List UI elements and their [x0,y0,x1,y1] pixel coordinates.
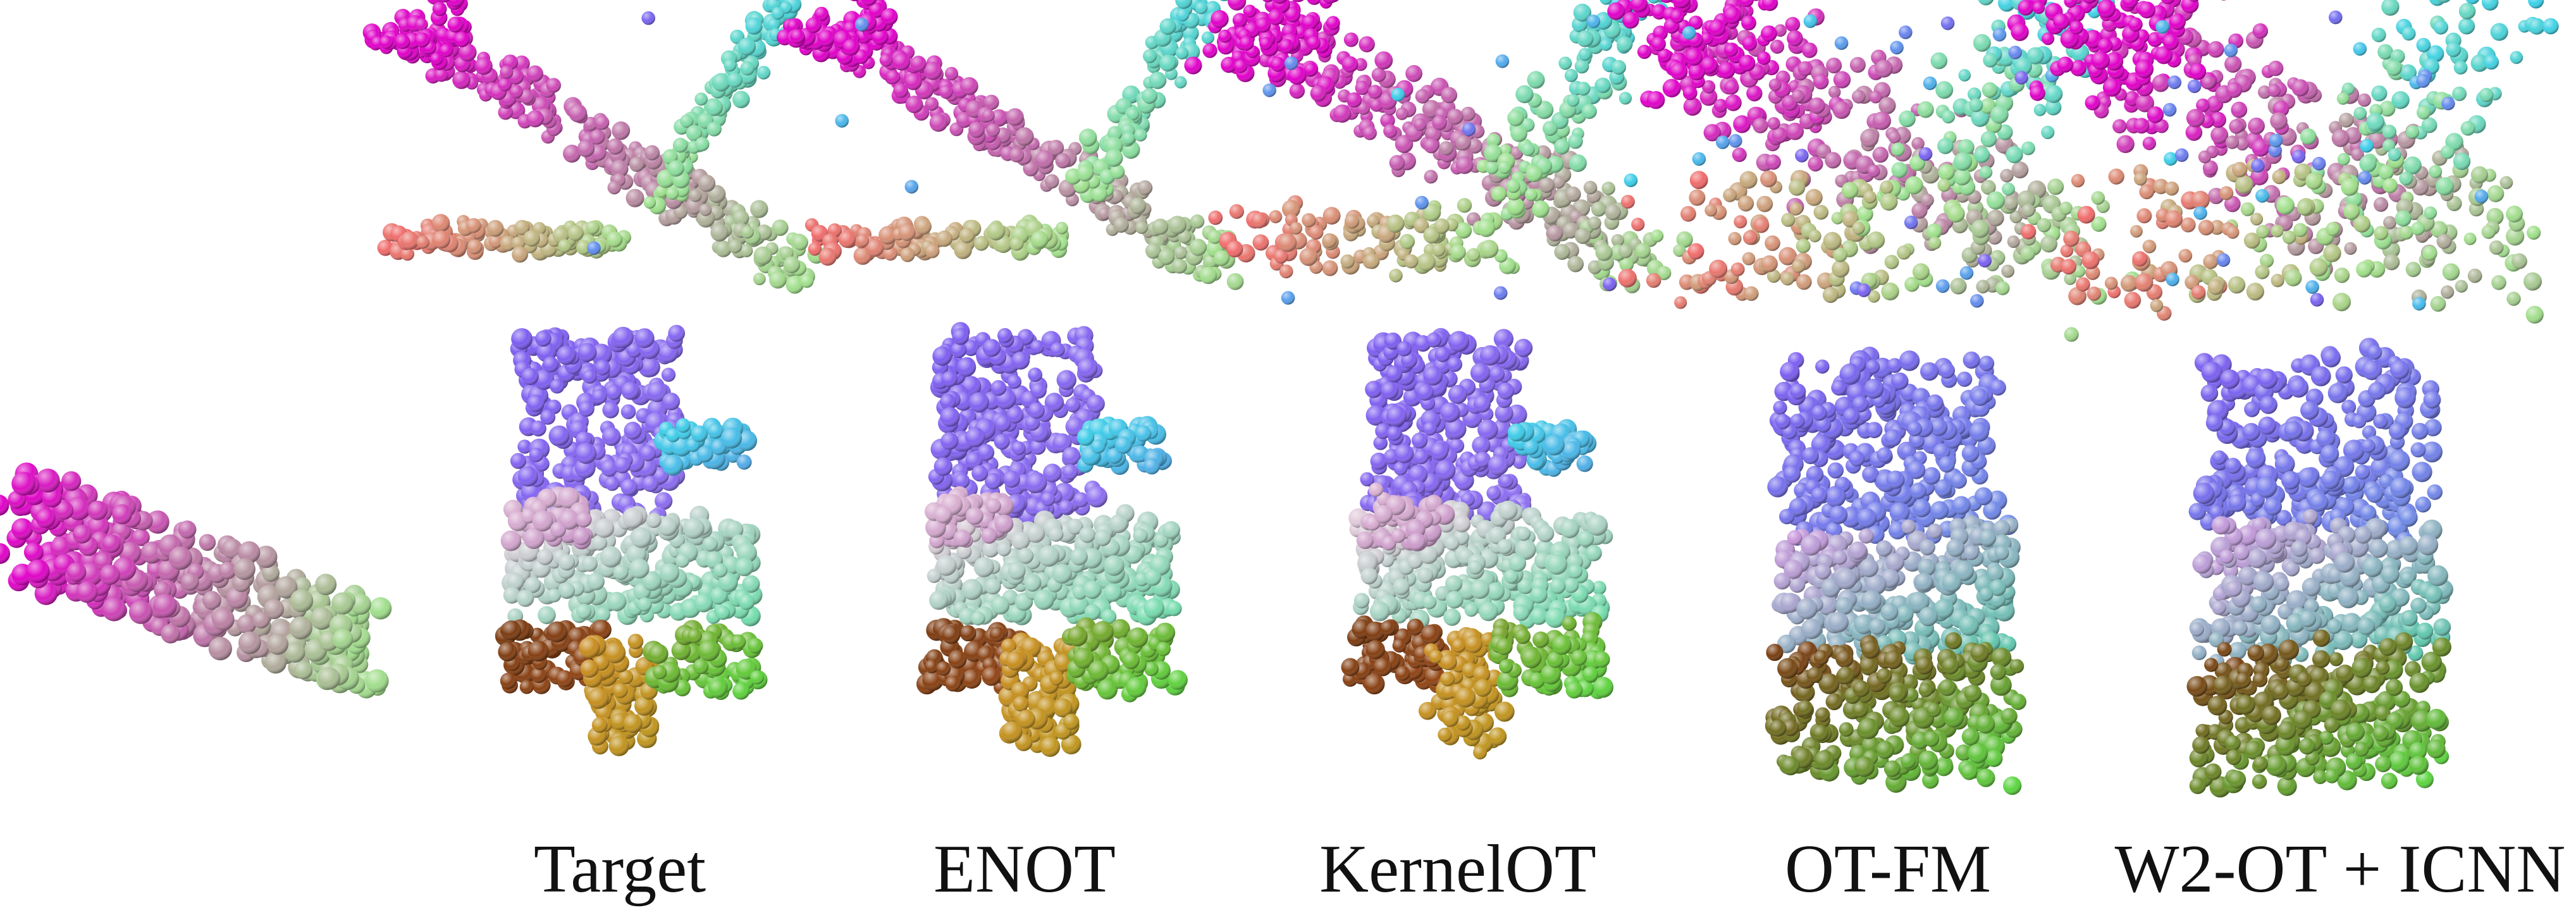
chair-cloud-3 [1341,328,1614,759]
chair-cloud-2 [916,322,1188,757]
chair-cloud-1 [495,324,768,756]
caption-enot: ENOT [934,832,1116,907]
airplane-cloud-5 [2007,0,2559,324]
chair-cloud-4 [1765,347,2026,795]
caption-w2ot-icnn: W2-OT + ICNN [2114,832,2566,907]
source-cloud [0,462,392,699]
airplane-cloud-2 [777,0,1244,290]
airplane-cloud-1 [362,0,826,294]
caption-kernelot: KernelOT [1319,832,1596,907]
caption-target: Target [533,832,706,907]
chair-cloud-5 [2186,338,2453,798]
caption-otfm: OT-FM [1784,832,1992,907]
airplane-cloud-3 [1184,0,1693,305]
airplane-cloud-4 [1607,0,2141,342]
